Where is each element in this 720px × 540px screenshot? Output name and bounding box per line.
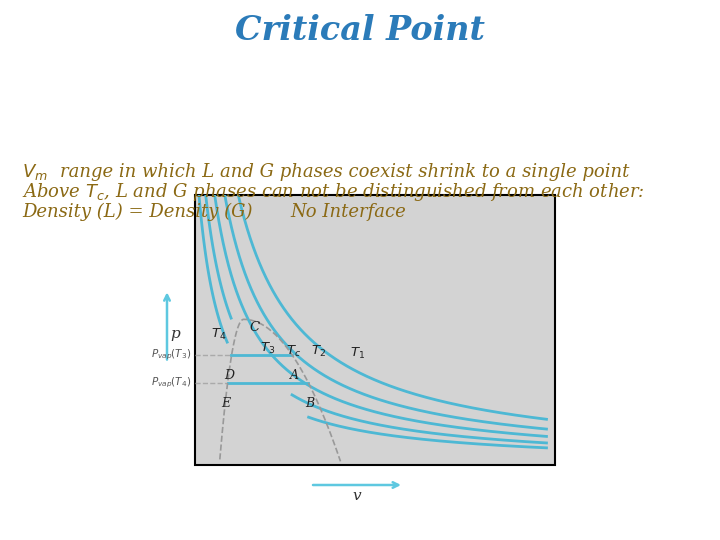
Bar	[195, 195, 555, 465]
Text: $T_c$: $T_c$	[286, 345, 301, 360]
Text: $P_{vap}(T_3)$: $P_{vap}(T_3)$	[150, 348, 191, 362]
Text: E: E	[221, 397, 230, 410]
Text: D: D	[225, 369, 235, 382]
Text: $P_{vap}(T_4)$: $P_{vap}(T_4)$	[150, 376, 191, 390]
Text: $V_m$: $V_m$	[22, 162, 48, 182]
Text: C: C	[250, 321, 260, 334]
Text: range in which L and G phases coexist shrink to a single point: range in which L and G phases coexist sh…	[60, 163, 629, 181]
Text: B: B	[305, 397, 315, 410]
Text: Above $T_c$, L and G phases can not be distinguished from each other:: Above $T_c$, L and G phases can not be d…	[22, 181, 644, 203]
Text: No Interface: No Interface	[290, 203, 406, 221]
Text: Density (L) = Density (G): Density (L) = Density (G)	[22, 203, 253, 221]
Text: v: v	[353, 489, 361, 503]
Text: $T_1$: $T_1$	[350, 346, 365, 361]
Text: $T_4$: $T_4$	[211, 327, 226, 342]
Text: Critical Point: Critical Point	[235, 14, 485, 46]
Text: $T_3$: $T_3$	[260, 341, 275, 356]
Text: $T_2$: $T_2$	[311, 343, 326, 359]
Text: p: p	[170, 327, 180, 341]
Text: A: A	[289, 369, 299, 382]
